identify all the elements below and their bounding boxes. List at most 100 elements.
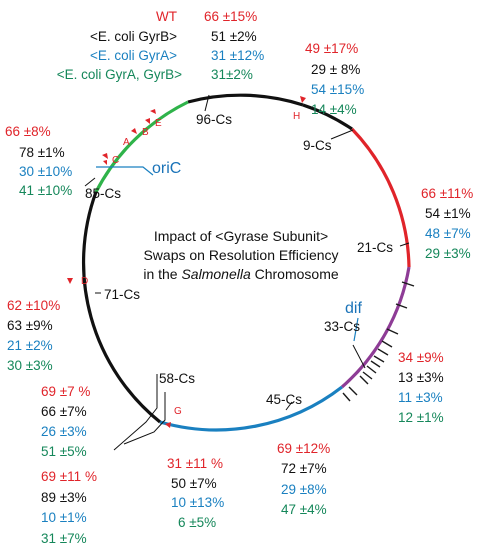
marker-a [131, 128, 137, 134]
values-96cs: 66 ±15% 51 ±2% 31 ±12% 31±2% [204, 9, 264, 82]
marker-c [102, 153, 108, 159]
values-58cs-upper: 69 ±7 % 66 ±7% 26 ±3% 51 ±5% [41, 384, 90, 459]
values-45cs: 69 ±12% 72 ±7% 29 ±8% 47 ±4% [277, 441, 330, 517]
chromosome-arc-top [187, 93, 304, 107]
site-markers [67, 96, 306, 428]
svg-text:31 ±11 %: 31 ±11 % [167, 456, 223, 471]
chromosome-arc-left [81, 191, 162, 424]
svg-text:66 ±11%: 66 ±11% [421, 186, 473, 201]
svg-text:69 ±12%: 69 ±12% [277, 441, 330, 456]
svg-text:63 ±9%: 63 ±9% [7, 318, 53, 333]
svg-text:48 ±7%: 48 ±7% [425, 226, 471, 241]
oric-pointer [96, 166, 154, 176]
svg-text:51 ±5%: 51 ±5% [41, 444, 87, 459]
svg-text:10 ±1%: 10 ±1% [41, 510, 87, 525]
site-label-45cs: 45-Cs [266, 392, 302, 407]
diagram-title: Impact of <Gyrase Subunit> Swaps on Reso… [143, 228, 339, 282]
site-label-21cs: 21-Cs [357, 240, 393, 255]
title-line-1: Impact of <Gyrase Subunit> [154, 228, 328, 244]
svg-text:14 ±4%: 14 ±4% [311, 102, 357, 117]
svg-text:12 ±1%: 12 ±1% [398, 410, 444, 425]
svg-text:31±2%: 31±2% [211, 67, 253, 82]
leader-lines [84, 94, 410, 451]
legend-wt: WT [156, 9, 177, 24]
values-58cs-lower: 69 ±11 % 89 ±3% 10 ±1% 31 ±7% [41, 469, 97, 546]
svg-text:66 ±7%: 66 ±7% [41, 404, 87, 419]
marker-label-d: D [81, 276, 88, 287]
values-9cs: 49 ±17% 29 ± 8% 54 ±15% 14 ±4% [305, 41, 364, 117]
values-g: 31 ±11 % 50 ±7% 10 ±13% 6 ±5% [167, 456, 224, 530]
marker-c2 [103, 160, 107, 165]
svg-text:31 ±12%: 31 ±12% [211, 48, 264, 63]
title-line-2: Swaps on Resolution Efficiency [143, 247, 338, 263]
marker-label-c: C [112, 155, 119, 166]
svg-text:31 ±7%: 31 ±7% [41, 531, 87, 546]
chromosome-arc-blue [159, 385, 343, 432]
svg-text:10 ±13%: 10 ±13% [171, 495, 224, 510]
svg-text:30 ±10%: 30 ±10% [19, 164, 72, 179]
svg-text:13 ±3%: 13 ±3% [398, 370, 444, 385]
svg-text:66 ±15%: 66 ±15% [204, 9, 257, 24]
values-71cs: 62 ±10% 63 ±9% 21 ±2% 30 ±3% [7, 298, 60, 373]
marker-label-e: E [155, 118, 162, 129]
svg-text:47 ±4%: 47 ±4% [281, 502, 327, 517]
legend: WT <E. coli GyrB> <E. coli GyrA> <E. col… [57, 9, 182, 82]
site-label-96cs: 96-Cs [196, 112, 232, 127]
chromosome-arc-green [94, 100, 189, 193]
svg-text:11 ±3%: 11 ±3% [398, 390, 443, 405]
values-33cs: 34 ±9% 13 ±3% 11 ±3% 12 ±1% [398, 350, 444, 425]
dif-pointer [353, 317, 359, 342]
marker-label-g: G [174, 406, 182, 417]
svg-text:69 ±11 %: 69 ±11 % [41, 469, 97, 484]
marker-label-a: A [123, 137, 130, 148]
svg-text:66 ±8%: 66 ±8% [5, 124, 51, 139]
svg-text:30 ±3%: 30 ±3% [7, 358, 53, 373]
svg-text:41 ±10%: 41 ±10% [19, 183, 72, 198]
marker-labels: A B C D E G H [81, 111, 300, 417]
oric-label: oriC [152, 160, 181, 177]
site-label-58cs: 58-Cs [159, 371, 195, 386]
svg-text:29 ±8%: 29 ±8% [281, 482, 327, 497]
values-85cs: 66 ±8% 78 ±1% 30 ±10% 41 ±10% [5, 124, 72, 198]
chromosome-arc-h [302, 103, 353, 131]
legend-gyrab: <E. coli GyrA, GyrB> [57, 67, 182, 82]
values-21cs: 66 ±11% 54 ±1% 48 ±7% 29 ±3% [421, 186, 473, 261]
svg-text:62 ±10%: 62 ±10% [7, 298, 60, 313]
dif-label: dif [345, 300, 362, 317]
svg-text:29 ± 8%: 29 ± 8% [311, 62, 360, 77]
chromosome-arc-terminus [340, 266, 411, 389]
site-label-9cs: 9-Cs [303, 138, 332, 153]
site-labels: 96-Cs 9-Cs 85-Cs 21-Cs 71-Cs 33-Cs 58-Cs… [85, 112, 393, 407]
svg-text:34 ±9%: 34 ±9% [398, 350, 444, 365]
site-label-85cs: 85-Cs [85, 186, 121, 201]
svg-text:6 ±5%: 6 ±5% [178, 515, 216, 530]
svg-text:54 ±15%: 54 ±15% [311, 82, 364, 97]
svg-text:69 ±7 %: 69 ±7 % [41, 384, 90, 399]
svg-text:49 ±17%: 49 ±17% [305, 41, 358, 56]
site-label-71cs: 71-Cs [104, 287, 140, 302]
marker-b [145, 118, 150, 124]
svg-text:26 ±3%: 26 ±3% [41, 424, 87, 439]
svg-text:89 ±3%: 89 ±3% [41, 490, 87, 505]
svg-text:54 ±1%: 54 ±1% [425, 206, 471, 221]
svg-text:21 ±2%: 21 ±2% [7, 338, 53, 353]
marker-g [165, 422, 171, 428]
svg-text:72 ±7%: 72 ±7% [281, 461, 327, 476]
legend-gyra: <E. coli GyrA> [90, 48, 177, 63]
marker-label-b: B [142, 127, 149, 138]
svg-text:29 ±3%: 29 ±3% [425, 246, 471, 261]
title-line-3: in the Salmonella Chromosome [143, 266, 339, 282]
marker-h [300, 96, 306, 103]
svg-text:50 ±7%: 50 ±7% [171, 476, 217, 491]
marker-e [150, 109, 156, 114]
legend-gyrb: <E. coli GyrB> [90, 29, 177, 44]
svg-text:78 ±1%: 78 ±1% [19, 145, 65, 160]
dif-tick-marks [342, 281, 415, 402]
svg-text:51 ±2%: 51 ±2% [211, 29, 257, 44]
marker-label-h: H [293, 111, 300, 122]
site-label-33cs: 33-Cs [324, 319, 360, 334]
chromosome-circle [81, 93, 411, 432]
marker-d [67, 278, 73, 284]
chromosome-arc-red [350, 127, 411, 268]
